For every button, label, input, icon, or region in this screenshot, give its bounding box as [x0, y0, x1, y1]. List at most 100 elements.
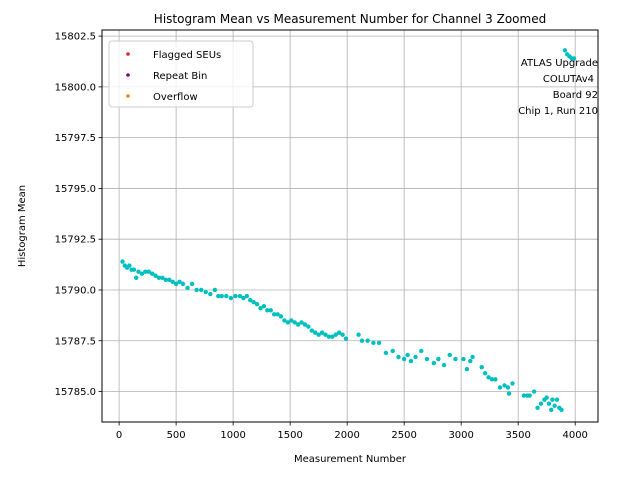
data-point: [486, 375, 491, 380]
data-point: [156, 275, 162, 280]
data-point: [127, 263, 132, 268]
legend-label-overflow: Overflow: [153, 92, 198, 103]
data-point: [306, 324, 311, 329]
data-point: [146, 269, 151, 274]
data-point: [464, 366, 470, 372]
data-point: [413, 354, 418, 360]
data-point: [419, 348, 424, 354]
data-point: [212, 287, 218, 293]
data-point: [343, 336, 349, 341]
chart-title: Histogram Mean vs Measurement Number for…: [154, 12, 546, 26]
data-point: [482, 371, 488, 376]
data-point: [153, 273, 158, 278]
x-tick-label: 1500: [277, 430, 302, 441]
data-point: [134, 275, 139, 280]
data-point: [261, 304, 267, 309]
y-tick-label: 15787.5: [55, 336, 96, 347]
x-tick-label: 3000: [448, 430, 473, 441]
data-point: [289, 318, 294, 323]
legend-box: [108, 40, 254, 108]
y-tick-label: 15785.0: [55, 387, 96, 398]
data-point: [313, 330, 318, 335]
legend-label-flagged-seus: Flagged SEUs: [153, 50, 221, 61]
data-point: [180, 281, 186, 287]
annotation-line-2: COLUTAv4: [543, 74, 594, 85]
data-points: [120, 48, 577, 413]
data-point: [285, 320, 291, 325]
x-tick-label: 500: [167, 430, 186, 441]
data-point: [390, 348, 395, 354]
data-point: [258, 306, 263, 311]
data-point: [194, 287, 199, 293]
data-point: [330, 334, 335, 339]
data-point: [278, 314, 284, 319]
annotation: ATLAS Upgrade COLUTAv4 Board 92 Chip 1, …: [518, 58, 598, 117]
data-point: [554, 397, 560, 402]
data-point: [203, 289, 208, 295]
x-axis-label: Measurement Number: [294, 454, 407, 465]
data-point: [268, 308, 273, 313]
y-axis-ticks: 15785.0 15787.5 15790.0 15792.5 15795.0 15797…: [55, 32, 102, 398]
x-tick-label: 2500: [391, 430, 416, 441]
data-point: [233, 293, 238, 299]
legend-marker-repeat-bin: [126, 73, 130, 77]
data-point: [470, 354, 475, 360]
legend-marker-flagged-seus: [126, 52, 130, 56]
data-point: [199, 287, 204, 293]
data-point: [333, 332, 338, 337]
data-point: [319, 330, 325, 335]
data-point: [510, 381, 515, 386]
y-tick-label: 15797.5: [55, 133, 96, 144]
data-point: [309, 328, 315, 333]
data-point: [160, 275, 165, 280]
data-point: [461, 356, 466, 362]
data-point: [408, 358, 414, 364]
data-point: [424, 356, 430, 362]
data-point: [527, 393, 532, 398]
data-point: [493, 377, 498, 382]
data-point: [552, 403, 557, 408]
data-point: [502, 383, 507, 388]
data-point: [189, 281, 195, 287]
data-point: [396, 354, 401, 360]
data-point: [248, 297, 253, 303]
data-point: [356, 332, 361, 337]
legend-marker-overflow: [126, 94, 130, 98]
y-axis-label: Histogram Mean: [17, 185, 28, 267]
data-point: [149, 271, 155, 276]
data-point: [131, 267, 137, 272]
x-tick-label: 0: [116, 430, 122, 441]
y-tick-label: 15802.5: [55, 32, 96, 43]
data-point: [468, 358, 473, 364]
data-point: [497, 385, 503, 390]
data-point: [299, 320, 304, 325]
y-tick-label: 15790.0: [55, 285, 96, 296]
data-point: [170, 279, 175, 285]
data-point: [365, 338, 370, 343]
data-point: [173, 281, 179, 287]
data-point: [531, 389, 537, 394]
data-point: [241, 295, 246, 301]
data-point: [323, 332, 328, 337]
data-point: [292, 320, 297, 325]
data-point: [562, 48, 568, 53]
data-point: [546, 401, 552, 406]
x-axis-ticks: 0 500 1000 1500 2000 2500 3000 3500 4000: [116, 422, 588, 441]
data-point: [216, 293, 221, 299]
data-point: [185, 285, 190, 291]
data-point: [383, 350, 389, 356]
legend-label-repeat-bin: Repeat Bin: [153, 71, 207, 82]
data-point: [544, 395, 549, 400]
data-point: [441, 362, 447, 368]
data-point: [571, 56, 577, 61]
data-point: [405, 352, 410, 358]
data-point: [479, 364, 484, 370]
x-tick-label: 4000: [562, 430, 587, 441]
data-point: [376, 340, 382, 345]
data-point: [228, 295, 234, 301]
annotation-line-4: Chip 1, Run 210: [518, 106, 598, 117]
data-point: [177, 279, 182, 285]
data-point: [436, 356, 441, 362]
data-point: [506, 391, 512, 396]
data-point: [447, 352, 452, 358]
